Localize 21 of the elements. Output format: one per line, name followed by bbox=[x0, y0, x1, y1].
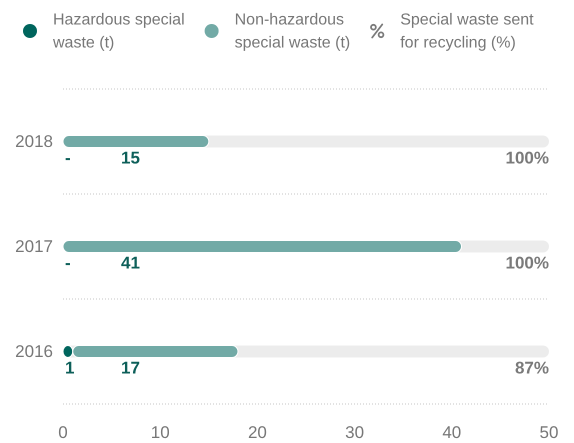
x-tick-label: 10 bbox=[150, 423, 170, 442]
annotation: 100% bbox=[506, 254, 549, 272]
x-tick-label: 20 bbox=[248, 423, 267, 442]
x-tick-label: 0 bbox=[58, 423, 68, 442]
x-tick-label: 40 bbox=[442, 423, 462, 442]
annotation: 87% bbox=[514, 358, 549, 378]
data-label: 15 bbox=[121, 148, 140, 168]
y-tick-label: 2017 bbox=[15, 236, 53, 256]
data-label: 41 bbox=[121, 254, 140, 272]
x-tick-label: 30 bbox=[345, 423, 364, 442]
legend-label: Hazardous special waste (t) bbox=[52, 11, 185, 51]
legend-label: Non-hazardous special waste (t) bbox=[234, 11, 350, 51]
x-tick-label: 50 bbox=[540, 423, 558, 442]
data-label: 1 bbox=[65, 358, 74, 378]
y-tick-label: 2018 bbox=[15, 132, 53, 151]
data-label: 17 bbox=[121, 358, 140, 378]
text: - bbox=[65, 254, 71, 272]
y-tick-label: 2016 bbox=[15, 342, 53, 361]
annotation: 100% bbox=[506, 148, 549, 168]
text: - bbox=[65, 148, 71, 168]
text: Special waste sent for recycling (%) bbox=[400, 11, 534, 51]
